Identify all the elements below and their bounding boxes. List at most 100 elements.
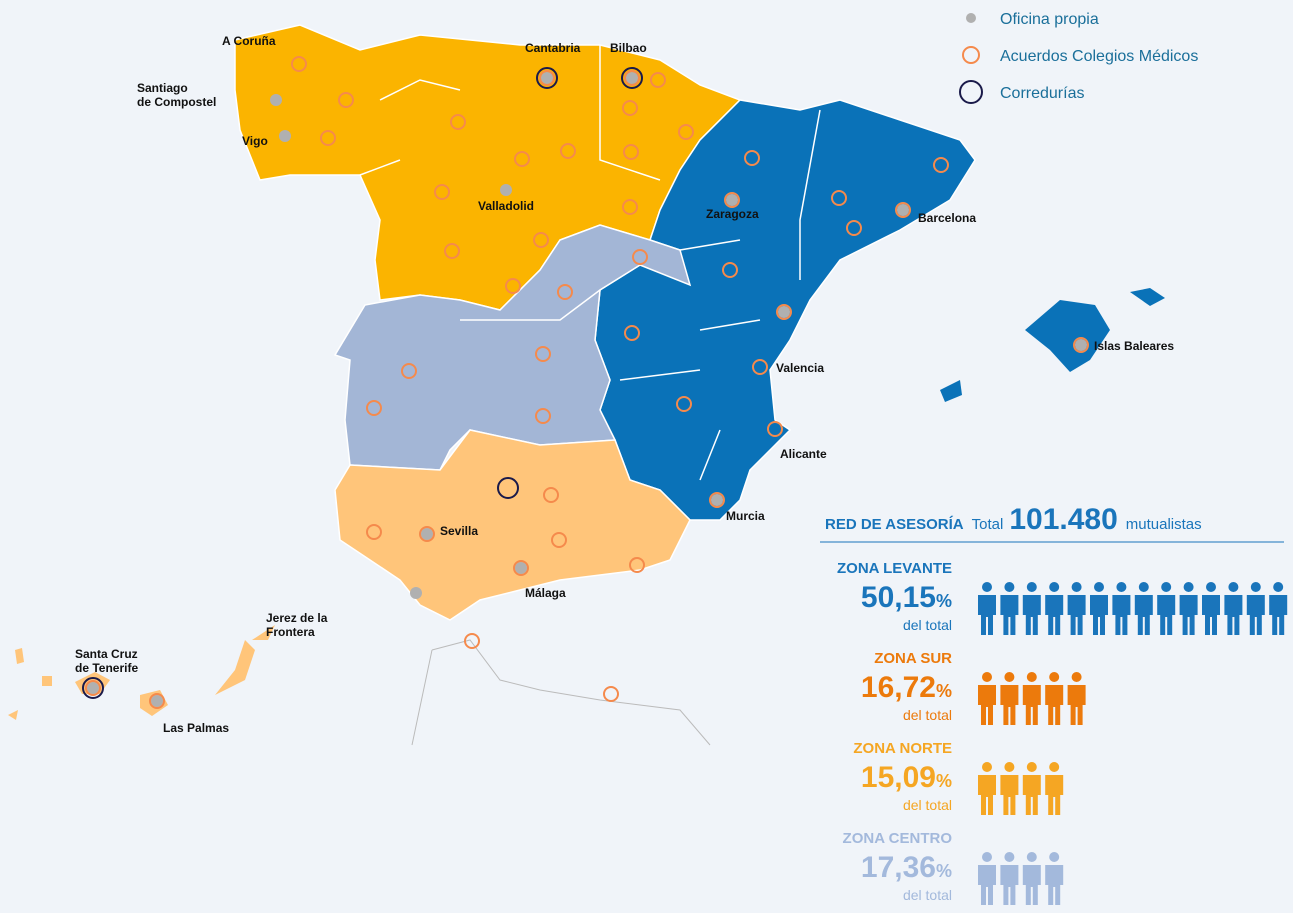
person-icon [978, 672, 996, 725]
agreement-marker [767, 421, 783, 437]
icon-body [1022, 595, 1041, 635]
icon-body [1112, 595, 1131, 635]
office-marker [500, 184, 512, 196]
agreement-marker [543, 487, 559, 503]
icon-head [1161, 582, 1172, 592]
stats-header: RED DE ASESORÍA Total 101.480 mutualistas [825, 503, 1202, 536]
person-icon [978, 582, 996, 635]
brokerage-marker [536, 67, 558, 89]
icon-body [1045, 595, 1064, 635]
agreement-marker [291, 56, 307, 72]
agreement-marker [149, 693, 165, 709]
icon-body [1045, 685, 1064, 725]
office-marker [897, 204, 909, 216]
agreement-marker [366, 524, 382, 540]
agreement-marker [450, 114, 466, 130]
office-marker [711, 494, 723, 506]
office-marker [726, 194, 738, 206]
city-label: Sevilla [440, 524, 478, 538]
icon-body [978, 865, 996, 905]
person-icon [1022, 582, 1041, 635]
person-icon [1269, 582, 1288, 635]
person-icon [1112, 582, 1131, 635]
icon-head [1004, 762, 1015, 772]
icon-head [1026, 582, 1037, 592]
icon-head [1228, 582, 1239, 592]
person-icon [1224, 582, 1243, 635]
icon-head [1004, 852, 1015, 862]
office-marker [270, 94, 282, 106]
city-label: Jerez de la [266, 611, 328, 625]
office-marker [778, 306, 790, 318]
person-icon [1157, 582, 1176, 635]
icon-body [1269, 595, 1288, 635]
city-label: Alicante [780, 447, 827, 461]
agreement-marker [505, 278, 521, 294]
brokerage-marker [621, 67, 643, 89]
percent-sign: % [936, 591, 952, 611]
icon-body [978, 775, 996, 815]
agreement-marker [709, 492, 725, 508]
person-icon [1045, 762, 1064, 815]
person-icon [978, 762, 996, 815]
city-label: Santiago [137, 81, 188, 95]
icon-head [1250, 582, 1261, 592]
legend-label: Corredurías [1000, 85, 1084, 102]
icon-body [978, 595, 996, 635]
agreement-marker [557, 284, 573, 300]
city-label: Bilbao [610, 41, 647, 55]
icon-body [1000, 865, 1019, 905]
icon-body [1224, 595, 1243, 635]
office-marker [151, 695, 163, 707]
icon-head [1004, 672, 1015, 682]
agreement-marker [831, 190, 847, 206]
icon-body [1202, 595, 1220, 635]
zone-name: ZONA SUR [874, 650, 952, 667]
person-icon [1000, 762, 1019, 815]
agreement-marker [434, 184, 450, 200]
icon-head [1049, 762, 1060, 772]
person-icon [1179, 582, 1198, 635]
percent-value: 50,15 [861, 581, 936, 614]
agreement-marker [560, 143, 576, 159]
person-icon [1022, 852, 1041, 905]
balearic-islands [940, 288, 1165, 402]
office-marker [626, 72, 638, 84]
brokerage-marker [82, 677, 104, 699]
icon-body [1134, 595, 1153, 635]
icon-head [1026, 852, 1037, 862]
person-icon [1022, 762, 1041, 815]
city-label: Zaragoza [706, 207, 759, 221]
icon-head [1138, 582, 1149, 592]
agreement-marker [629, 557, 645, 573]
office-marker [279, 130, 291, 142]
agreement-marker [535, 346, 551, 362]
agreement-marker [752, 359, 768, 375]
icon-body [1067, 595, 1086, 635]
city-label: de Tenerife [75, 661, 138, 675]
agreement-marker [338, 92, 354, 108]
office-marker [541, 72, 553, 84]
icon-body [1000, 685, 1019, 725]
city-label: Frontera [266, 625, 315, 639]
city-label: Cantabria [525, 41, 581, 55]
icon-body [1022, 775, 1041, 815]
percent-value: 17,36 [861, 851, 936, 884]
internal-borders [359, 45, 821, 481]
zone-percent: 50,15% [861, 581, 952, 614]
city-label: Islas Baleares [1094, 339, 1174, 353]
icon-head [982, 852, 992, 862]
icon-body [1179, 595, 1198, 635]
person-icon [1067, 672, 1086, 725]
person-icon [978, 852, 996, 905]
icon-body [1157, 595, 1176, 635]
agreement-marker [419, 526, 435, 542]
region-sur [334, 429, 691, 621]
percent-sign: % [936, 861, 952, 881]
agreement-marker [895, 202, 911, 218]
agreement-marker [603, 686, 619, 702]
brokerage-marker [497, 477, 519, 499]
agreement-marker [624, 325, 640, 341]
agreement-marker [724, 192, 740, 208]
